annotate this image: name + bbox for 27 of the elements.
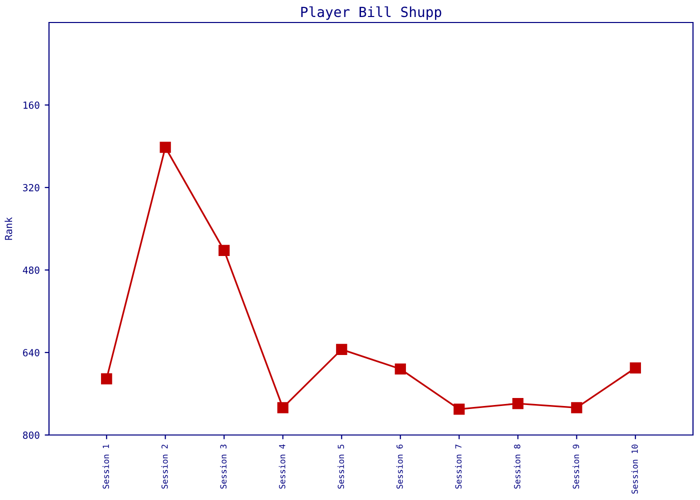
- point: [101, 373, 112, 384]
- point: [454, 404, 465, 415]
- point: [160, 142, 171, 153]
- y-tick-label: 160: [24, 102, 40, 109]
- x-tick-label: Session 3: [220, 444, 227, 489]
- x-tick-label: Session 5: [338, 444, 344, 489]
- x-tick-label: Session 10: [631, 444, 638, 494]
- y-tick-label: 800: [23, 432, 40, 439]
- point: [336, 344, 348, 355]
- point: [218, 244, 230, 256]
- y-tick-label: 640: [23, 349, 40, 356]
- y-tick-label: 480: [22, 266, 40, 274]
- y-axis-title: Rank: [4, 217, 12, 240]
- point: [512, 398, 524, 410]
- y-tick-label: 320: [23, 184, 40, 192]
- x-tick-label: Session 9: [572, 444, 580, 489]
- chart-title: Player Bill Shupp: [301, 6, 442, 20]
- point: [630, 362, 641, 374]
- point: [277, 402, 288, 414]
- x-tick-label: Session 6: [396, 444, 403, 489]
- x-tick-label: Session 8: [514, 444, 520, 489]
- x-tick-label: Session 2: [161, 444, 168, 489]
- x-tick-label: Session 4: [278, 444, 286, 489]
- x-tick-label: Session 1: [102, 444, 110, 489]
- x-tick-label: Session 7: [455, 444, 462, 489]
- point: [571, 402, 582, 414]
- point: [394, 363, 406, 375]
